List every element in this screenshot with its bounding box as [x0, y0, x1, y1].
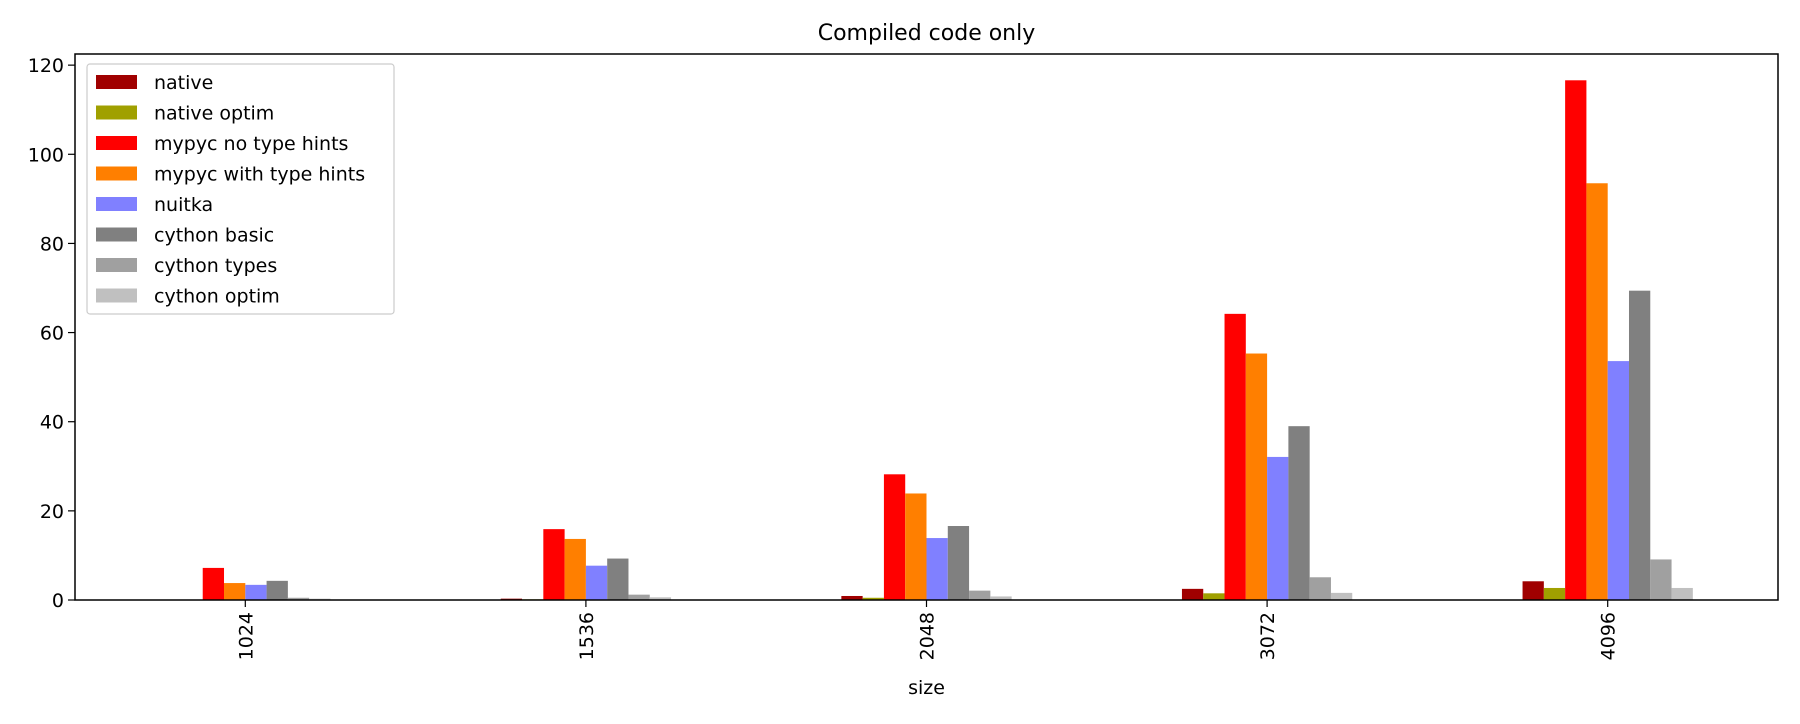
legend: native native optim mypyc no type hints myp…	[87, 64, 394, 314]
y-axis: 0 20 40 60 80 100 120	[28, 55, 75, 612]
legend-label: native optim	[154, 103, 274, 125]
bar-mypyc-with-type-hints-2048	[905, 493, 926, 600]
bar-native-3072	[1182, 589, 1203, 600]
legend-label: cython optim	[154, 286, 280, 308]
bar-mypyc-with-type-hints-4096	[1586, 183, 1607, 600]
bar-native-4096	[1523, 581, 1544, 600]
bar-mypyc-with-type-hints-1536	[565, 539, 586, 600]
bar-mypyc-no-type-hints-4096	[1565, 80, 1586, 600]
bar-cython-basic-3072	[1288, 426, 1309, 600]
bar-nuitka-2048	[927, 538, 948, 600]
bar-nuitka-4096	[1608, 361, 1629, 600]
y-tick-label: 40	[40, 412, 64, 434]
x-axis-label: size	[908, 677, 945, 699]
x-tick-label: 2048	[917, 612, 939, 660]
bar-cython-types-3072	[1310, 577, 1331, 600]
legend-label: nuitka	[154, 194, 213, 216]
y-tick-label: 60	[40, 323, 64, 345]
bar-cython-basic-1536	[607, 559, 628, 600]
legend-swatch	[96, 228, 137, 242]
bar-native-optim-3072	[1203, 593, 1224, 600]
legend-label: mypyc with type hints	[154, 164, 365, 186]
y-tick-label: 0	[52, 590, 64, 612]
bar-cython-types-4096	[1650, 559, 1671, 600]
x-tick-label: 3072	[1257, 612, 1279, 660]
y-tick-label: 20	[40, 501, 64, 523]
legend-swatch	[96, 258, 137, 272]
bar-cython-basic-2048	[948, 526, 969, 600]
bar-cython-types-1536	[628, 595, 649, 600]
bar-cython-basic-1024	[267, 581, 288, 600]
legend-label: mypyc no type hints	[154, 133, 348, 155]
x-tick-label: 1536	[576, 612, 598, 660]
y-tick-label: 120	[28, 55, 64, 77]
chart-title: Compiled code only	[818, 21, 1036, 46]
bar-nuitka-1024	[245, 585, 266, 600]
x-tick-label: 4096	[1598, 612, 1620, 660]
bar-nuitka-3072	[1267, 457, 1288, 600]
legend-swatch	[96, 167, 137, 181]
bar-nuitka-1536	[586, 566, 607, 600]
legend-label: cython basic	[154, 225, 274, 247]
bar-native-optim-4096	[1544, 588, 1565, 600]
bar-cython-optim-3072	[1331, 593, 1352, 600]
x-tick-label: 1024	[235, 612, 257, 660]
bar-mypyc-no-type-hints-3072	[1225, 314, 1246, 600]
bar-mypyc-no-type-hints-1024	[203, 568, 224, 600]
bar-mypyc-no-type-hints-1536	[543, 529, 564, 600]
legend-label: native	[154, 72, 213, 94]
y-tick-label: 80	[40, 233, 64, 255]
x-axis: 1024 1536 2048 3072 4096	[235, 600, 1619, 660]
legend-swatch	[96, 106, 137, 120]
legend-swatch	[96, 75, 137, 89]
legend-swatch	[96, 197, 137, 211]
legend-swatch	[96, 136, 137, 150]
bar-mypyc-with-type-hints-3072	[1246, 354, 1267, 600]
bar-cython-types-2048	[969, 591, 990, 600]
legend-label: cython types	[154, 255, 277, 277]
bar-cython-basic-4096	[1629, 291, 1650, 600]
legend-swatch	[96, 289, 137, 303]
bar-mypyc-no-type-hints-2048	[884, 474, 905, 600]
bar-cython-optim-4096	[1672, 588, 1693, 600]
y-tick-label: 100	[28, 144, 64, 166]
bar-mypyc-with-type-hints-1024	[224, 583, 245, 600]
